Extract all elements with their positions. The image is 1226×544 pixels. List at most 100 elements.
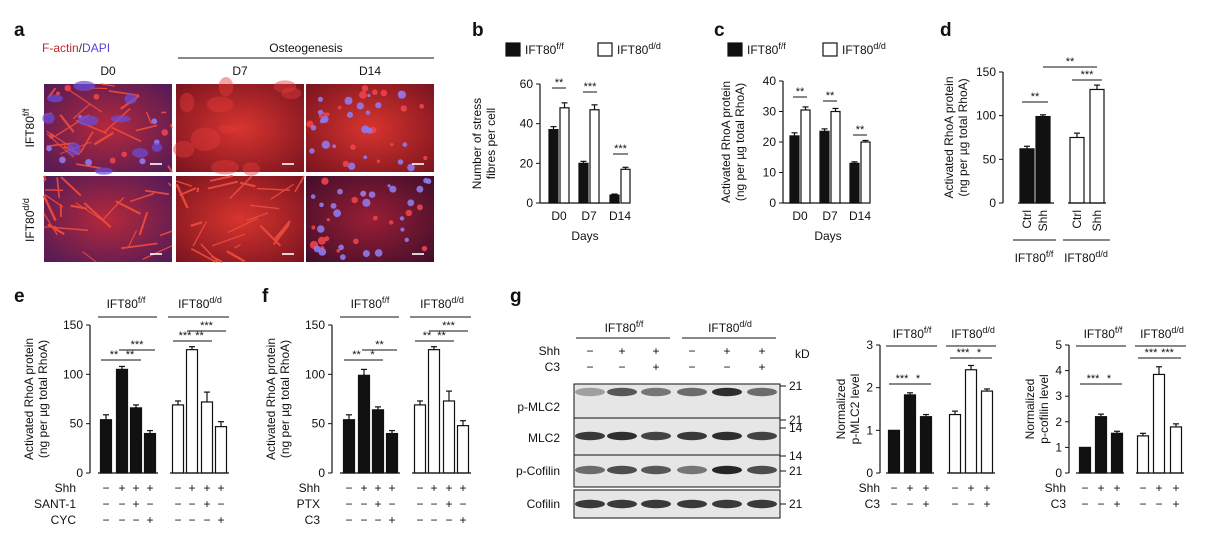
condition-mark: − — [416, 513, 423, 527]
blot-band — [712, 465, 742, 475]
y-axis-label: Activated RhoA protein(ng per µg total R… — [264, 338, 292, 460]
significance-marker: ** — [796, 86, 805, 98]
actin-fibre — [42, 175, 47, 179]
panel-label-e: e — [14, 286, 25, 307]
actin-fibre — [226, 250, 246, 263]
micrograph-tile — [173, 76, 304, 176]
actin-fibre — [46, 142, 75, 147]
significance-marker: *** — [1081, 69, 1095, 81]
nucleus-dot — [64, 84, 71, 92]
condition-mark: − — [890, 497, 897, 511]
y-tick-label: 0 — [769, 196, 776, 210]
bar — [115, 368, 129, 474]
nucleus-dot — [400, 227, 405, 232]
actin-fibre — [66, 87, 103, 113]
actin-fibre — [43, 193, 64, 208]
legend-label: IFT80d/d — [617, 41, 661, 57]
nucleus-dot — [416, 185, 424, 193]
bar — [1069, 136, 1085, 204]
nucleus-blob — [46, 94, 63, 103]
nucleus-dot — [416, 204, 423, 211]
bar-chart-c: 0 10 20 30 40 Activated RhoA protein(ng per µ… — [719, 41, 886, 243]
micrograph-tile — [42, 175, 173, 263]
nucleus-dot — [338, 105, 342, 110]
image-column-day: D7 — [232, 64, 248, 78]
cell-body — [281, 87, 302, 100]
actin-fibre — [159, 230, 173, 237]
significance-marker: ** — [856, 124, 865, 136]
cell-body — [218, 124, 237, 134]
bar — [903, 394, 917, 474]
nucleus-dot — [324, 236, 330, 242]
condition-mark: + — [445, 497, 452, 511]
condition-mark: + — [983, 497, 990, 511]
condition-mark: + — [188, 481, 195, 495]
condition-label: SANT-1 — [34, 497, 76, 511]
y-tick-label: 5 — [1055, 338, 1062, 352]
actin-fibre — [207, 180, 239, 190]
nucleus-blob — [94, 167, 113, 175]
micrograph-background — [44, 176, 172, 262]
group-label: IFT80d/d — [178, 295, 222, 311]
nucleus-dot — [317, 236, 326, 245]
significance-marker: *** — [442, 320, 456, 332]
y-tick-label: 100 — [976, 109, 996, 123]
condition-mark: + — [967, 481, 974, 495]
nucleus-dot — [353, 238, 359, 245]
y-tick-label: 150 — [976, 65, 996, 79]
nucleus-dot — [350, 144, 356, 151]
significance-marker: *** — [179, 330, 193, 342]
cell-body — [242, 162, 261, 176]
nucleus-blob — [42, 112, 55, 124]
significance-marker: ** — [437, 330, 446, 342]
condition-mark: + — [1155, 481, 1162, 495]
condition-mark: + — [445, 481, 452, 495]
nucleus-dot — [425, 178, 432, 185]
condition-mark: − — [688, 360, 695, 374]
significance-marker: ** — [826, 90, 835, 102]
actin-fibre — [190, 221, 203, 227]
group-label: IFT80d/d — [951, 325, 995, 341]
nucleus-dot — [351, 196, 358, 204]
nucleus-dot — [407, 163, 415, 172]
condition-mark: − — [188, 497, 195, 511]
condition-label: C3 — [1051, 497, 1067, 511]
bar — [1019, 148, 1035, 204]
nucleus-dot — [361, 85, 369, 92]
condition-mark: − — [174, 481, 181, 495]
blot-protein-label: MLC2 — [528, 431, 560, 445]
condition-mark: − — [1139, 481, 1146, 495]
condition-mark: + — [203, 497, 210, 511]
nucleus-dot — [375, 102, 382, 109]
nucleus-dot — [363, 155, 368, 160]
y-tick-label: 100 — [305, 367, 325, 381]
group-label: IFT80f/f — [1015, 249, 1054, 265]
actin-fibre — [59, 114, 75, 133]
y-tick-label: 40 — [763, 74, 777, 88]
condition-mark: + — [758, 344, 765, 358]
nucleus-dot — [336, 249, 341, 253]
bar — [609, 194, 620, 204]
bar — [578, 162, 589, 204]
nucleus-dot — [362, 198, 371, 207]
condition-mark: − — [345, 481, 352, 495]
nucleus-dot — [326, 218, 330, 222]
actin-fibre — [145, 189, 170, 196]
blot-band — [677, 387, 707, 397]
bar — [456, 425, 470, 474]
blot-protein-label: p-Cofilin — [516, 464, 560, 478]
micrograph-background — [176, 84, 304, 172]
condition-mark: − — [102, 497, 109, 511]
condition-mark: + — [652, 344, 659, 358]
significance-marker: ** — [126, 349, 135, 361]
actin-fibre — [250, 204, 280, 210]
nucleus-dot — [402, 142, 408, 147]
bar — [800, 109, 811, 204]
y-tick-label: 150 — [63, 318, 83, 332]
condition-mark: + — [652, 360, 659, 374]
actin-fibre — [175, 180, 193, 187]
actin-fibre — [130, 192, 155, 203]
condition-label: C3 — [865, 497, 881, 511]
condition-mark: − — [586, 360, 593, 374]
